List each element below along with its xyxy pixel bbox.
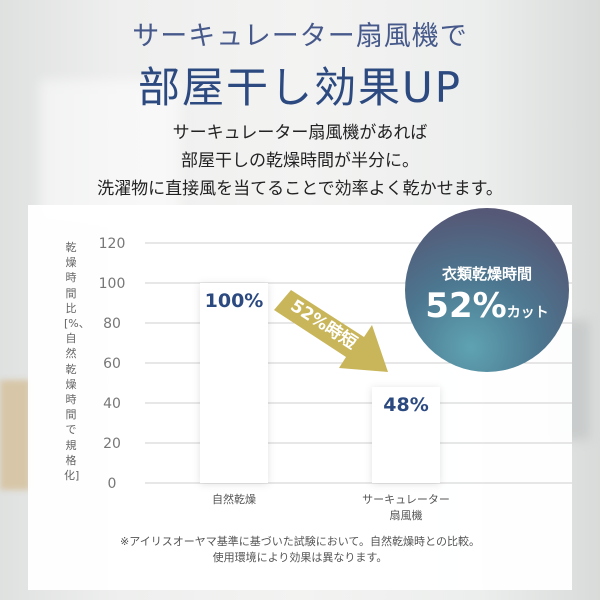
badge-value: 52%カット (405, 286, 569, 326)
y-tick-label: 100 (99, 276, 126, 292)
lead-line: 洗濯物に直接風を当てることで効率よく乾かせます。 (97, 179, 503, 199)
x-tick-label: サーキュレーター (362, 493, 450, 506)
badge-label: 衣類乾燥時間 (441, 265, 532, 283)
y-tick-label: 0 (108, 476, 117, 492)
background-decor (0, 380, 30, 490)
bar (372, 387, 440, 483)
result-badge: 衣類乾燥時間 52%カット (405, 208, 569, 372)
y-tick-label: 20 (103, 436, 121, 452)
y-tick-label: 120 (99, 236, 126, 252)
footnote: 使用環境により効果は異なります。 (212, 551, 388, 564)
badge-suffix: カット (506, 305, 549, 321)
data-label: 48% (383, 394, 428, 416)
y-tick-label: 80 (103, 316, 121, 332)
data-label: 100% (205, 290, 264, 312)
x-tick-label: 扇風機 (390, 508, 423, 522)
badge-percent: 52% (425, 286, 507, 326)
page-title: 部屋干し効果UP (137, 63, 463, 112)
lead-line: 部屋干しの乾燥時間が半分に。 (181, 151, 419, 171)
subtitle: サーキュレーター扇風機で (132, 21, 468, 52)
lead-line: サーキュレーター扇風機があれば (172, 123, 428, 143)
y-tick-label: 40 (103, 396, 121, 412)
y-tick-label: 60 (103, 356, 121, 372)
background-window (40, 80, 180, 220)
arrow-shorten: 52%時短 (274, 290, 388, 372)
x-tick-label: 自然乾燥 (212, 492, 256, 506)
bar (200, 283, 268, 483)
footnote: ※アイリスオーヤマ基準に基づいた試験において。自然乾燥時との比較。 (120, 535, 480, 548)
arrow-icon (274, 290, 388, 372)
